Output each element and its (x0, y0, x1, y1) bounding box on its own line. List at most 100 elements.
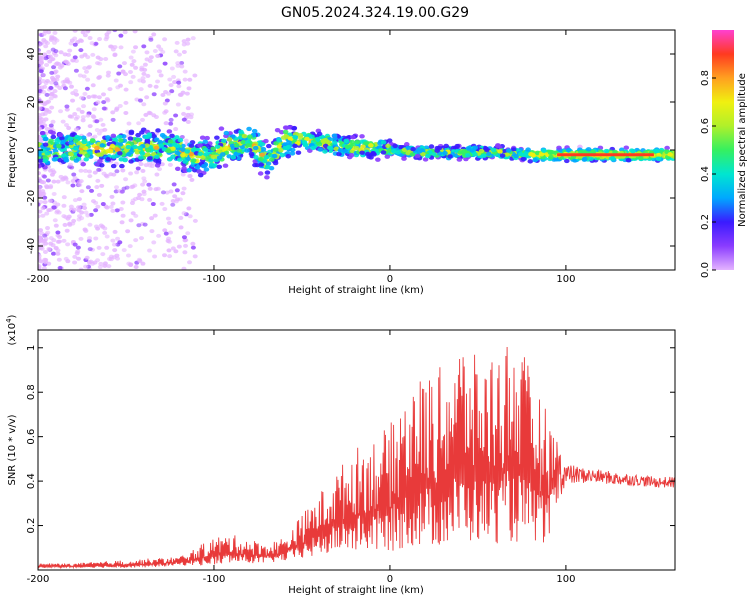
heatmap-blob (56, 257, 62, 262)
heatmap-blob (183, 243, 189, 248)
heatmap-blob (360, 144, 366, 149)
heatmap-blob (117, 83, 123, 88)
heatmap-blob (49, 91, 55, 96)
heatmap-blob (95, 226, 101, 231)
heatmap-blob (63, 158, 70, 163)
heatmap-blob (309, 134, 315, 139)
heatmap-blob (585, 147, 592, 152)
heatmap-blob (48, 96, 54, 101)
heatmap-blob (75, 245, 81, 250)
heatmap-blob (96, 95, 102, 100)
heatmap-blob (72, 254, 78, 259)
heatmap-blob (478, 148, 485, 154)
heatmap-blob (398, 144, 404, 150)
heatmap-blob (135, 196, 141, 201)
heatmap-blob (196, 169, 203, 174)
heatmap-blob (169, 89, 175, 94)
heatmap-blob (168, 230, 174, 235)
heatmap-blob (578, 149, 584, 155)
heatmap-blob (548, 154, 554, 160)
heatmap-blob (168, 189, 174, 194)
heatmap-blob (67, 48, 73, 53)
heatmap-blob (100, 252, 106, 257)
heatmap-blob (72, 146, 79, 151)
heatmap-blob (99, 143, 106, 148)
heatmap-blob (127, 70, 133, 75)
heatmap-blob (291, 126, 297, 131)
heatmap-blob (142, 179, 148, 184)
heatmap-blob (289, 151, 296, 156)
heatmap-blob (143, 163, 149, 168)
heatmap-blob (133, 65, 139, 70)
heatmap-blob (101, 100, 107, 105)
heatmap-blob (161, 134, 168, 139)
heatmap-blob (82, 52, 88, 57)
heatmap-blob (370, 151, 377, 156)
heatmap-blob (72, 55, 78, 60)
heatmap-blob (73, 88, 79, 93)
heatmap-blob (170, 154, 176, 159)
heatmap-blob (331, 133, 338, 138)
heatmap-blob (167, 77, 173, 82)
heatmap-blob (127, 136, 134, 141)
heatmap-blob (185, 37, 191, 42)
heatmap-blob (233, 151, 240, 157)
heatmap-blob (203, 167, 210, 172)
heatmap-blob (185, 112, 191, 117)
snr-chart: -200 -100 0 100 0.2 0.4 0.6 0.8 1 Height of str… (5, 314, 676, 596)
heatmap-blob (89, 188, 95, 193)
heatmap-blob (72, 138, 79, 143)
heatmap-blob (307, 148, 313, 153)
heatmap-blob (409, 152, 416, 157)
heatmap-blob (138, 162, 144, 167)
heatmap-blob (282, 129, 289, 135)
heatmap-blob (49, 105, 55, 110)
heatmap-blob (136, 121, 142, 126)
heatmap-blob (153, 114, 159, 119)
heatmap-blob (128, 218, 134, 223)
heatmap-blob (123, 87, 129, 92)
heatmap-blob (653, 148, 659, 154)
heatmap-blob (84, 86, 90, 91)
heatmap-blob (38, 138, 42, 143)
heatmap-blob (160, 190, 166, 195)
heatmap-blob (391, 148, 397, 154)
heatmap-blob (337, 148, 344, 153)
heatmap-blob (74, 92, 80, 97)
heatmap-blob (57, 265, 63, 270)
heatmap-blob (104, 234, 110, 239)
heatmap-blob (38, 176, 42, 181)
heatmap-blob (51, 179, 57, 184)
heatmap-blob (114, 185, 120, 190)
heatmap-blob (147, 186, 153, 191)
heatmap-blob (63, 59, 69, 64)
heatmap-blob (135, 137, 141, 143)
heatmap-blob (159, 201, 165, 206)
heatmap-blob (38, 55, 42, 60)
heatmap-blob (96, 167, 102, 172)
heatmap-blob (160, 49, 166, 54)
heatmap-blob (111, 242, 117, 247)
heatmap-blob (230, 134, 236, 139)
heatmap-blob (152, 254, 158, 259)
spectrogram-x-tick-label: 0 (387, 274, 393, 285)
heatmap-blob (86, 65, 92, 70)
colorbar-gradient (712, 30, 734, 270)
heatmap-blob (83, 157, 89, 162)
heatmap-blob (271, 153, 278, 159)
heatmap-blob (90, 83, 96, 88)
heatmap-blob (163, 109, 169, 114)
heatmap-blob (140, 79, 146, 84)
heatmap-blob (208, 158, 214, 163)
heatmap-blob (138, 98, 144, 103)
snr-x-ticks: -200 -100 0 100 (27, 330, 575, 585)
heatmap-blob (130, 211, 136, 216)
heatmap-blob (86, 133, 92, 138)
heatmap-blob (55, 233, 61, 238)
heatmap-blob (236, 148, 243, 153)
heatmap-blob (499, 153, 506, 158)
heatmap-blob (38, 235, 43, 240)
heatmap-blob (114, 208, 120, 213)
heatmap-blob (164, 98, 170, 103)
heatmap-blob (310, 145, 316, 151)
